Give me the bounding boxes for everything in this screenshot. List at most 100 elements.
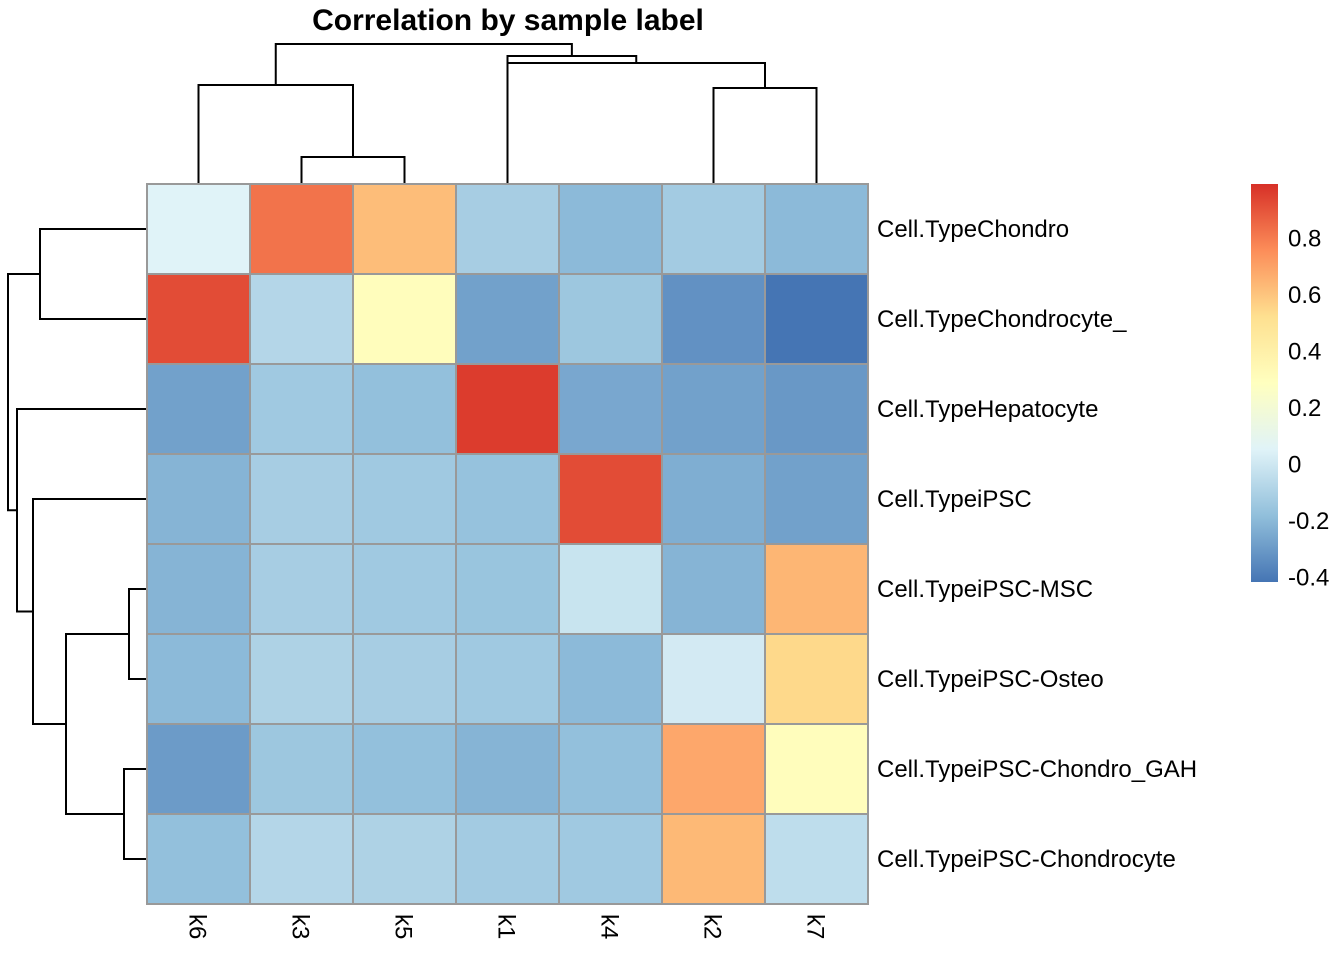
- col-dendro-link: [274, 43, 573, 85]
- legend-tick-label: -0.2: [1288, 508, 1329, 535]
- legend-color-bar: [1251, 184, 1278, 582]
- heatmap-cell-4-1: [249, 543, 354, 635]
- heatmap-cell-0-5: [661, 183, 766, 275]
- heatmap-cell-1-4: [558, 273, 663, 365]
- heatmap-cell-3-0: [146, 453, 251, 545]
- heatmap-cell-3-6: [764, 453, 869, 545]
- legend-tick-label: 0.2: [1288, 395, 1321, 422]
- heatmap-cell-3-4: [558, 453, 663, 545]
- legend-tick-label: 0.8: [1288, 226, 1321, 253]
- heatmap-cell-0-1: [249, 183, 354, 275]
- heatmap-cell-7-4: [558, 813, 663, 905]
- heatmap-cell-3-1: [249, 453, 354, 545]
- heatmap-cell-7-6: [764, 813, 869, 905]
- column-label: k1: [493, 914, 520, 939]
- column-labels: k6 k3 k5 k1 k4 k2 k7: [184, 914, 829, 939]
- column-label: k5: [390, 914, 417, 939]
- legend-tick-label: 0.6: [1288, 282, 1321, 309]
- legend-tick-label: -0.4: [1288, 564, 1329, 591]
- heatmap-cell-0-3: [455, 183, 560, 275]
- heatmap-cell-7-3: [455, 813, 560, 905]
- row-label: Cell.TypeChondrocyte_: [877, 306, 1127, 333]
- heatmap-cell-1-3: [455, 273, 560, 365]
- col-dendro-link: [197, 84, 354, 184]
- chart-title: Correlation by sample label: [312, 4, 704, 37]
- heatmap-cell-2-6: [764, 363, 869, 455]
- heatmap-cell-2-4: [558, 363, 663, 455]
- heatmap-cell-6-0: [146, 723, 251, 815]
- heatmap-cell-2-1: [249, 363, 354, 455]
- row-dendro-link: [7, 273, 40, 512]
- heatmap-cells: [146, 183, 869, 905]
- heatmap-cell-4-5: [661, 543, 766, 635]
- heatmap-cell-5-3: [455, 633, 560, 725]
- heatmap-cell-7-5: [661, 813, 766, 905]
- row-label: Cell.TypeChondro: [877, 216, 1069, 243]
- heatmap-cell-6-2: [352, 723, 457, 815]
- heatmap-cell-3-5: [661, 453, 766, 545]
- heatmap-cell-5-0: [146, 633, 251, 725]
- heatmap-cell-6-1: [249, 723, 354, 815]
- row-label: Cell.TypeiPSC-Chondro_GAH: [877, 756, 1197, 783]
- heatmap-cell-6-6: [764, 723, 869, 815]
- heatmap-cell-2-0: [146, 363, 251, 455]
- heatmap-cell-5-5: [661, 633, 766, 725]
- heatmap-cell-4-6: [764, 543, 869, 635]
- heatmap-cell-7-0: [146, 813, 251, 905]
- heatmap-cell-1-2: [352, 273, 457, 365]
- row-label: Cell.TypeHepatocyte: [877, 396, 1098, 423]
- heatmap-cell-2-2: [352, 363, 457, 455]
- heatmap-cell-4-0: [146, 543, 251, 635]
- col-dendro-link: [506, 55, 638, 184]
- heatmap-cell-5-4: [558, 633, 663, 725]
- column-label: k4: [596, 914, 623, 939]
- row-dendrogram: [7, 228, 147, 860]
- heatmap-cell-0-4: [558, 183, 663, 275]
- heatmap-cell-6-4: [558, 723, 663, 815]
- heatmap-cell-1-5: [661, 273, 766, 365]
- heatmap-cell-5-1: [249, 633, 354, 725]
- row-label: Cell.TypeiPSC-Osteo: [877, 666, 1104, 693]
- heatmap-cell-4-2: [352, 543, 457, 635]
- row-label: Cell.TypeiPSC-MSC: [877, 576, 1093, 603]
- row-labels: Cell.TypeChondro Cell.TypeChondrocyte_ Cel…: [877, 216, 1197, 873]
- row-dendro-link: [16, 408, 147, 613]
- row-dendro-link: [65, 633, 129, 815]
- heatmap-cell-0-0: [146, 183, 251, 275]
- col-dendro-link: [712, 87, 818, 184]
- heatmap-cell-4-4: [558, 543, 663, 635]
- heatmap-cell-1-6: [764, 273, 869, 365]
- heatmap-cell-7-1: [249, 813, 354, 905]
- heatmap-cell-0-6: [764, 183, 869, 275]
- color-legend: 0.8 0.6 0.4 0.2 0 -0.2 -0.4: [1251, 184, 1329, 591]
- legend-tick-label: 0.4: [1288, 339, 1321, 366]
- column-label: k2: [699, 914, 726, 939]
- column-dendrogram: [197, 43, 818, 184]
- row-dendro-link: [39, 228, 147, 320]
- row-label: Cell.TypeiPSC-Chondrocyte: [877, 846, 1176, 873]
- column-label: k7: [802, 914, 829, 939]
- col-dendro-link: [300, 156, 406, 184]
- heatmap-cell-3-2: [352, 453, 457, 545]
- col-dendro-link: [506, 62, 766, 184]
- column-label: k6: [184, 914, 211, 939]
- heatmap-cell-1-1: [249, 273, 354, 365]
- heatmap-cell-3-3: [455, 453, 560, 545]
- heatmap-cell-2-3: [455, 363, 560, 455]
- heatmap-cell-5-2: [352, 633, 457, 725]
- heatmap-cell-0-2: [352, 183, 457, 275]
- row-dendro-link: [123, 768, 147, 860]
- heatmap-cell-6-5: [661, 723, 766, 815]
- heatmap-cell-1-0: [146, 273, 251, 365]
- row-label: Cell.TypeiPSC: [877, 486, 1032, 513]
- heatmap-cell-7-2: [352, 813, 457, 905]
- heatmap-cell-4-3: [455, 543, 560, 635]
- heatmap-cell-2-5: [661, 363, 766, 455]
- column-label: k3: [287, 914, 314, 939]
- heatmap-cell-5-6: [764, 633, 869, 725]
- legend-tick-label: 0: [1288, 451, 1301, 478]
- heatmap-cell-6-3: [455, 723, 560, 815]
- row-dendro-link: [128, 588, 147, 680]
